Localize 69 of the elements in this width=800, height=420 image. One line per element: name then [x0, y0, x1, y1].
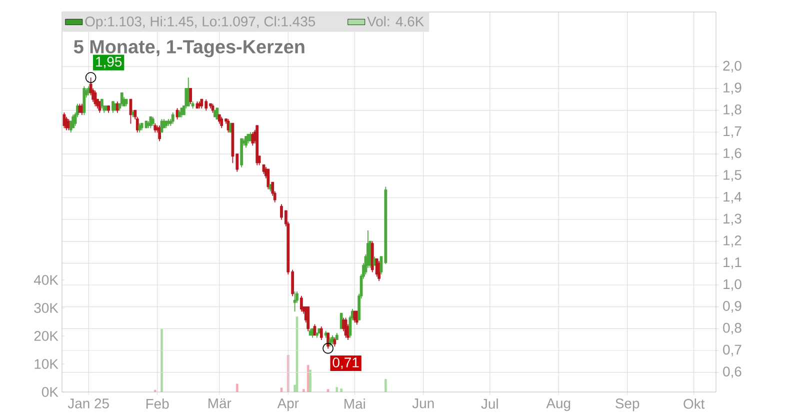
candlestick	[149, 116, 152, 128]
y-tick-label: 2,0	[723, 60, 742, 72]
x-tick-label: Sep	[616, 398, 640, 412]
candlestick	[218, 114, 221, 124]
legend-label: Op:1.103, Hi:1.45, Lo:1.097, Cl:1.435	[85, 16, 316, 30]
y-tick-label: 1,1	[724, 257, 742, 269]
y2-tick-label: 0K	[42, 387, 58, 397]
candlestick	[353, 310, 356, 323]
candlestick	[378, 260, 380, 282]
candlestick	[158, 125, 161, 142]
candlestick	[112, 101, 114, 113]
candlestick	[333, 336, 336, 347]
x-tick-label: Okt	[684, 398, 705, 409]
candlestick	[67, 118, 70, 130]
candlestick	[98, 101, 102, 113]
y2-tick-label: 30K	[34, 303, 58, 313]
candlestick	[72, 114, 75, 128]
candlestick	[107, 105, 110, 113]
candlestick	[178, 110, 181, 118]
annotation: 0,71	[332, 358, 359, 370]
y-tick-label: 0,7	[723, 344, 742, 356]
y-tick-label: 0,8	[723, 322, 742, 334]
candlestick	[216, 108, 219, 120]
y-tick-label: 1,4	[724, 192, 742, 204]
x-tick-label: Jun	[412, 398, 434, 408]
x-tick-label: Mär	[208, 398, 232, 408]
candlestick	[240, 138, 244, 168]
candlestick	[189, 88, 192, 104]
candlestick	[138, 122, 142, 133]
text: 5 Monate, 1-Tages-Kerzen	[74, 40, 304, 58]
candlestick	[335, 332, 338, 340]
y-tick-label: 1,8	[724, 104, 742, 116]
candlestick	[171, 112, 174, 124]
y-tick-label: 1,9	[724, 82, 742, 94]
y-tick-label: 1,2	[724, 236, 742, 248]
candlestick	[120, 92, 124, 106]
candlestick	[311, 328, 314, 338]
candlestick	[162, 118, 166, 128]
x-tick-label: Aug	[546, 398, 570, 412]
legend-label: Vol: 4.6K	[367, 16, 424, 26]
candlestick	[373, 256, 376, 266]
y2-tick-label: 40K	[34, 275, 58, 285]
y-tick-label: 1,0	[724, 279, 742, 291]
y2-tick-label: 10K	[34, 359, 58, 369]
x-tick-label: Apr	[277, 398, 299, 412]
x-tick-label: Jul	[481, 398, 498, 409]
candlestick	[140, 122, 144, 130]
candlestick	[326, 332, 330, 349]
candlestick	[300, 295, 303, 312]
candlestick	[220, 116, 224, 128]
y-tick-label: 1,7	[724, 126, 742, 138]
candlestick	[151, 116, 154, 126]
candlestick	[82, 86, 86, 116]
y-tick-label: 0,9	[723, 301, 742, 313]
candlestick	[154, 122, 157, 133]
x-tick-label: Jan 25	[68, 398, 109, 408]
candlestick	[320, 326, 323, 340]
y-tick-label: 1,5	[724, 170, 742, 182]
candlestick	[166, 118, 170, 126]
candlestick	[200, 98, 204, 109]
x-tick-label: Mai	[344, 398, 365, 409]
candlestick	[100, 98, 104, 109]
y2-tick-label: 20K	[34, 331, 58, 341]
annotation: 1,95	[96, 56, 122, 68]
y-tick-label: 0,6	[723, 366, 742, 378]
y-tick-label: 1,3	[724, 214, 742, 226]
candlestick	[306, 306, 310, 332]
x-tick-label: Feb	[146, 398, 169, 409]
y-tick-label: 1,6	[724, 148, 742, 160]
